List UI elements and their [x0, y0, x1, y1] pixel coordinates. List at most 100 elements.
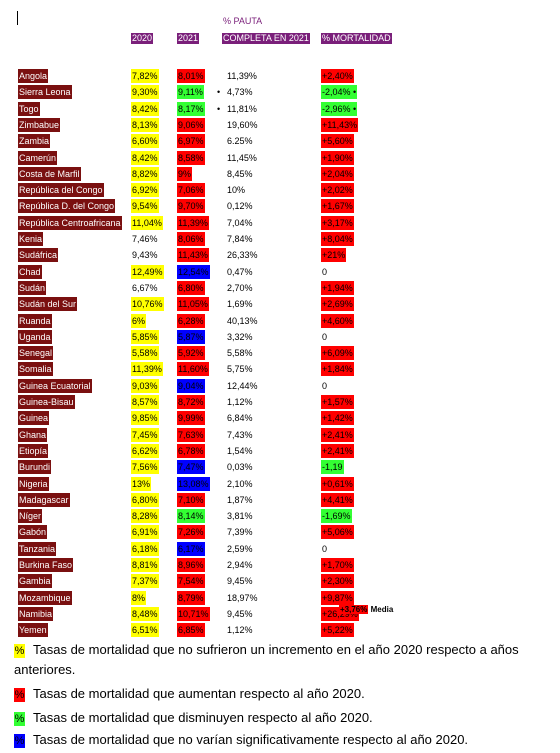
rate-2021: 8,79%: [177, 590, 205, 605]
pauta-completa: 11,39%: [227, 71, 257, 81]
country-name: Senegal: [18, 346, 54, 361]
pauta-completa: 40,13%: [227, 315, 258, 326]
pauta-completa: 19,60%: [227, 119, 258, 130]
legend-item: % Tasas de mortalidad que disminuyen resp…: [14, 708, 554, 728]
rate-2021-mark: •: [217, 103, 221, 114]
country-name: Guinea-Bisau: [18, 395, 75, 409]
country-name: Gambia: [18, 574, 52, 589]
table-row: Somalia 11,39% 11,60% 5,75% +1,84%: [0, 362, 420, 377]
pauta-completa: 0,47%: [227, 266, 253, 277]
table-row: Gambia 7,37% 7,54% 9,45% +2,30%: [0, 574, 420, 589]
rate-2020: 8%: [131, 590, 147, 605]
legend-swatch-green: %: [14, 711, 25, 726]
rate-2021: 13,08%: [177, 476, 210, 491]
header-mortalidad: % MORTALIDAD: [321, 33, 392, 44]
country-name: Namibia: [18, 606, 54, 621]
mortalidad-change: +1,70%: [321, 558, 354, 572]
rate-2020: 8,28%: [131, 509, 159, 524]
rate-2020: 13%: [131, 476, 152, 491]
rate-2020: 5,85%: [131, 329, 159, 344]
table-row: Madagascar 6,80% 7,10% 1,87% +4,41%: [0, 492, 420, 507]
table-row: Kenia 7,46% 8,06% 7,84% +8,04%: [0, 232, 420, 246]
country-name: Madagascar: [18, 492, 70, 507]
header-2021: 2021: [177, 33, 200, 44]
country-name: Burundi: [18, 460, 52, 475]
pauta-completa: 11,45%: [227, 152, 257, 163]
country-name: Zambia: [18, 134, 51, 149]
country-name: Burkina Faso: [18, 558, 74, 572]
pauta-completa: 7,39%: [227, 527, 253, 538]
mortalidad-change: 0: [322, 380, 328, 391]
pauta-completa: 3,81%: [227, 511, 253, 522]
mortalidad-change: +3,17%: [321, 215, 354, 230]
country-name: República Centroafricana: [18, 215, 122, 230]
table-row: Nigeria 13% 13,08% 2,10% +0,61%: [0, 476, 420, 491]
country-name: Zimbabue: [18, 117, 61, 132]
mortalidad-change: +5,22%: [321, 623, 354, 638]
text-cursor: [17, 11, 18, 25]
country-name: Costa de Marfil: [18, 166, 81, 181]
rate-2020: 9,03%: [131, 378, 159, 393]
pauta-completa: 18,97%: [227, 592, 258, 603]
rate-2020: 6,62%: [131, 443, 159, 458]
rate-2021: 11,60%: [177, 362, 209, 377]
country-name: Somalia: [18, 362, 53, 377]
country-name: Níger: [18, 509, 43, 524]
mortalidad-change: +2,41%: [321, 427, 354, 442]
rate-2021: 6,80%: [177, 280, 205, 295]
rate-2020: 6,92%: [131, 183, 159, 198]
mortalidad-change: +21%: [321, 248, 347, 263]
table-row: Chad 12,49% 12,54% 0,47% 0: [0, 264, 420, 279]
header-2020: 2020: [131, 33, 154, 44]
country-name: Guinea Ecuatorial: [18, 378, 92, 393]
rate-2020: 9,85%: [131, 411, 159, 426]
rate-2021: 9,70%: [177, 199, 205, 214]
rate-2020: 9,54%: [131, 199, 159, 214]
rate-2021: 11,05%: [177, 297, 209, 312]
pauta-completa: 2,94%: [227, 560, 253, 570]
mortalidad-change: +1,67%: [321, 199, 354, 214]
rate-2021: 8,58%: [177, 150, 205, 165]
rate-2021: 10,71%: [177, 606, 210, 621]
table-row: Angola 7,82% 8,01% 11,39% +2,40%: [0, 69, 420, 83]
rate-2020: 12,49%: [131, 264, 164, 279]
mortalidad-change: -2,04% •: [321, 85, 358, 100]
table-row: Burkina Faso 8,81% 8,96% 2,94% +1,70%: [0, 558, 420, 572]
mortalidad-change: +4,41%: [321, 492, 354, 507]
rate-2021: 7,06%: [177, 183, 205, 198]
rate-2021: 8,72%: [177, 395, 205, 409]
mortalidad-change: +1,84%: [321, 362, 354, 377]
rate-2020: 8,42%: [131, 150, 159, 165]
mortalidad-change: +2,30%: [321, 574, 354, 589]
mortalidad-change: +2,41%: [321, 443, 354, 458]
legend-item: % Tasas de mortalidad que aumentan respec…: [14, 684, 554, 704]
legend-swatch-blue: %: [14, 733, 25, 748]
country-name: Sudáfrica: [18, 248, 59, 263]
pauta-completa: 11,81%: [227, 103, 257, 114]
mortalidad-change: +2,40%: [321, 69, 354, 83]
country-name: Kenia: [18, 232, 44, 246]
table-row: Sudán 6,67% 6,80% 2,70% +1,94%: [0, 280, 420, 295]
legend-text: Tasas de mortalidad que no varían signif…: [33, 732, 469, 747]
table-row: Costa de Marfil 8,82% 9% 8,45% +2,04%: [0, 166, 420, 181]
country-name: Gabón: [18, 525, 48, 540]
mortalidad-change: +6,09%: [321, 346, 354, 361]
mortalidad-change: +8,04%: [321, 232, 354, 246]
mortalidad-change: +1,42%: [321, 411, 354, 426]
pauta-completa: 3,32%: [227, 331, 253, 342]
mortalidad-change: +1,94%: [321, 280, 354, 295]
mortalidad-change: 0: [322, 331, 328, 342]
pauta-completa: 1,69%: [227, 299, 253, 310]
mortalidad-change: +1,57%: [321, 395, 354, 409]
country-name: Mozambique: [18, 590, 72, 605]
pauta-completa: 6.25%: [227, 136, 253, 147]
table-row: Togo 8,42% 8,17% • 11,81% -2,96% •: [0, 101, 420, 116]
pauta-completa: 10%: [227, 185, 246, 196]
rate-2021-mark: •: [217, 87, 221, 98]
mortalidad-change: +2,02%: [321, 183, 354, 198]
rate-2021: 9,11%: [177, 85, 204, 100]
country-name: República del Congo: [18, 183, 104, 198]
mortalidad-change: +9,87%: [321, 590, 354, 605]
rate-2020: 11,04%: [131, 215, 163, 230]
table-row: Tanzania 6,18% 6,17% 2,59% 0: [0, 541, 420, 556]
